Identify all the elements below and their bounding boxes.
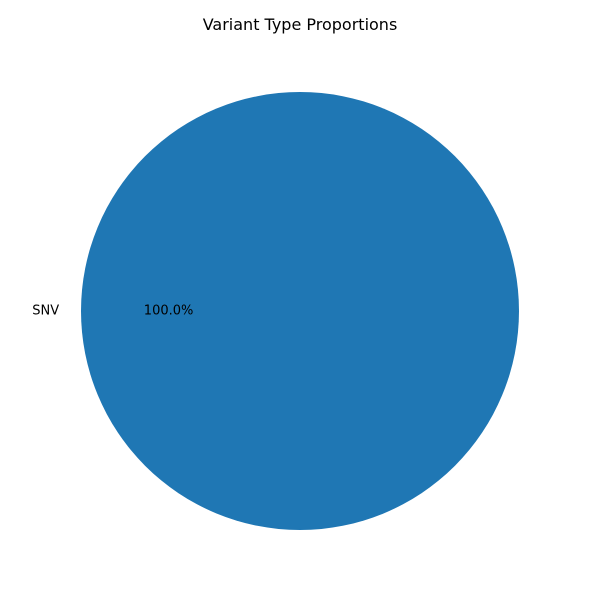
chart-title: Variant Type Proportions: [203, 15, 398, 34]
slice-label: SNV: [32, 304, 59, 319]
pie-labels: SNV 100.0%: [32, 304, 193, 319]
pie-slice-snv: [81, 92, 519, 530]
pie-slices: [81, 92, 519, 530]
slice-percent-label: 100.0%: [144, 304, 194, 319]
